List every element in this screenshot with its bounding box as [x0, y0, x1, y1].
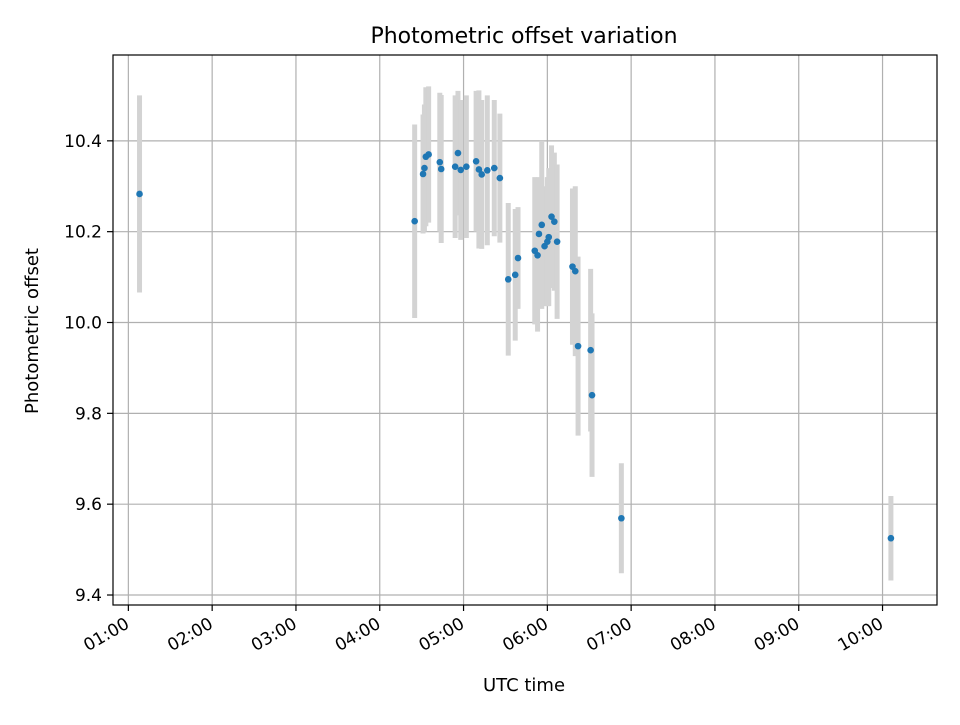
data-point: [463, 163, 470, 171]
data-point: [587, 346, 594, 354]
data-point: [436, 158, 444, 166]
data-point: [411, 217, 418, 225]
data-point: [887, 534, 895, 542]
data-point: [511, 271, 519, 279]
data-point: [419, 170, 427, 178]
data-point: [454, 149, 462, 157]
x-axis-label: UTC time: [483, 675, 565, 696]
data-point: [457, 166, 465, 174]
data-point: [618, 514, 625, 522]
data-point: [478, 171, 486, 178]
data-point: [553, 238, 561, 245]
data-point: [548, 213, 555, 220]
data-points: [136, 149, 895, 542]
data-point: [534, 251, 541, 259]
data-point: [551, 218, 558, 225]
y-tick-label: 9.4: [75, 586, 102, 606]
data-point: [545, 233, 553, 241]
data-point: [451, 163, 459, 171]
data-point: [571, 267, 579, 275]
data-point: [574, 342, 582, 350]
data-point: [490, 164, 498, 172]
y-tick-label: 9.6: [75, 495, 102, 515]
data-point: [472, 157, 480, 165]
y-axis-label: Photometric offset: [22, 248, 43, 414]
grid: [113, 55, 937, 605]
data-point: [425, 151, 432, 158]
data-point: [136, 190, 143, 198]
chart-title: Photometric offset variation: [370, 24, 677, 49]
data-point: [437, 165, 445, 173]
data-point: [588, 391, 596, 399]
y-tick-label: 10.0: [64, 314, 102, 334]
y-tick-label: 9.8: [75, 404, 102, 424]
data-point: [483, 167, 491, 174]
y-tick-label: 10.2: [64, 223, 102, 243]
y-axis-ticks: 9.4 9.6 9.8 10.0 10.2 10.4: [64, 132, 113, 606]
data-point: [535, 230, 543, 238]
data-point: [514, 254, 522, 262]
data-point: [496, 174, 504, 182]
data-point: [504, 276, 512, 283]
data-point: [421, 164, 428, 172]
y-tick-label: 10.4: [64, 132, 102, 152]
axes-frame: [112, 54, 938, 606]
data-point: [538, 221, 546, 229]
data-point: [475, 166, 483, 173]
